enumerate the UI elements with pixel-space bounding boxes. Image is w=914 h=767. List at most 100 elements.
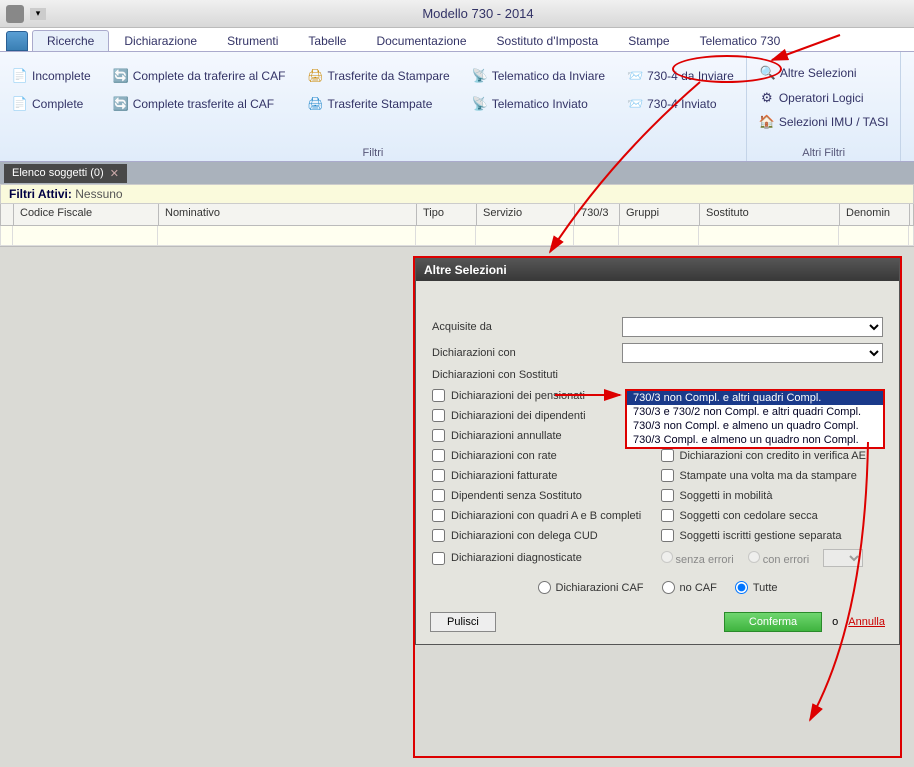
check-dichiarazioni-fatturate[interactable]: Dichiarazioni fatturate [432,469,655,482]
tab-strumenti[interactable]: Strumenti [212,30,293,51]
check-dichiarazioni-dei-dipendenti[interactable]: Dichiarazioni dei dipendenti [432,409,655,422]
qa-dropdown[interactable]: ▾ [30,8,46,20]
filter-trasferite-stampate[interactable]: 🖨Trasferite Stampate [303,94,453,114]
group-label-filtri: Filtri [8,145,738,159]
tab-strip: RicercheDichiarazioneStrumentiTabelleDoc… [0,28,914,52]
filter-icon: 🖨 [307,96,323,112]
dropdown-option[interactable]: 730/3 non Compl. e altri quadri Compl. [627,391,883,405]
check-dichiarazioni-dei-pensionati[interactable]: Dichiarazioni dei pensionati [432,389,655,402]
dropdown-option[interactable]: 730/3 non Compl. e almeno un quadro Comp… [627,419,883,433]
sostituti-dropdown-list[interactable]: 730/3 non Compl. e altri quadri Compl.73… [625,389,885,449]
close-icon[interactable]: ✕ [110,167,119,180]
col-header[interactable]: Sostituto [700,204,840,225]
col-header[interactable]: Servizio [477,204,575,225]
caf-radio-group: Dichiarazioni CAF no CAF Tutte [432,581,883,594]
col-filter[interactable] [416,226,476,245]
check-soggetti-con-cedolare-secca[interactable]: Soggetti con cedolare secca [661,509,884,522]
field-select-0[interactable] [622,317,883,337]
check-dichiarazioni-annullate[interactable]: Dichiarazioni annullate [432,429,655,442]
field-label: Dichiarazioni con Sostituti [432,369,622,381]
title-bar: ▾ Modello 730 - 2014 [0,0,914,28]
doc-tab[interactable]: Elenco soggetti (0) ✕ [4,164,127,183]
filter-incomplete[interactable]: 📄Incomplete [8,66,95,86]
doc-tab-bar: Elenco soggetti (0) ✕ [0,162,914,184]
system-tab[interactable] [6,31,28,51]
ribbon-group-filtri: 📄Incomplete 📄Complete 🔄Complete da traferi… [0,52,747,161]
col-header[interactable]: 730/3 [575,204,620,225]
altrifiltri-altre-selezioni[interactable]: 🔍Altre Selezioni [755,62,893,84]
icon: ⚙ [759,90,775,106]
tab-ricerche[interactable]: Ricerche [32,30,109,51]
tab-telematico-730[interactable]: Telematico 730 [685,30,796,51]
field-label: Acquisite da [432,321,622,333]
check-dichiarazioni-con-quadri-a-e-b-completi[interactable]: Dichiarazioni con quadri A e B completi [432,509,655,522]
check-dichiarazioni-con-delega-cud[interactable]: Dichiarazioni con delega CUD [432,529,655,542]
filter-complete[interactable]: 📄Complete [8,94,95,114]
icon: 🏠 [759,114,775,130]
icon: 🔍 [760,65,776,81]
tab-sostituto-d-imposta[interactable]: Sostituto d'Imposta [482,30,614,51]
tab-stampe[interactable]: Stampe [613,30,684,51]
check-soggetti-in-mobilit-[interactable]: Soggetti in mobilità [661,489,884,502]
filter-telematico-inviato[interactable]: 📡Telematico Inviato [468,94,609,114]
filter-icon: 📄 [12,68,28,84]
altre-selezioni-dialog: Altre Selezioni Acquisite daDichiarazion… [415,258,900,645]
filter-complete-trasferite-al-caf[interactable]: 🔄Complete trasferite al CAF [109,94,290,114]
filter-icon: 📨 [627,68,643,84]
annulla-link[interactable]: Annulla [848,616,885,628]
col-filter[interactable] [699,226,839,245]
check-stampate-una-volta-ma-da-stampare[interactable]: Stampate una volta ma da stampare [661,469,884,482]
dropdown-option[interactable]: 730/3 Compl. e almeno un quadro non Comp… [627,433,883,447]
col-filter[interactable] [476,226,574,245]
field-select-1[interactable] [622,343,883,363]
pulisci-filtri-button[interactable]: 🧹 Pulisci Filtri [909,56,914,127]
tab-dichiarazione[interactable]: Dichiarazione [109,30,212,51]
col-filter[interactable] [13,226,158,245]
col-filter[interactable] [1,226,13,245]
filter-icon: 📡 [472,68,488,84]
filter-icon: 📡 [472,96,488,112]
col-header[interactable] [1,204,14,225]
col-header[interactable]: Denomin [840,204,910,225]
check-dichiarazioni-con-rate[interactable]: Dichiarazioni con rate [432,449,655,462]
group-label-altrifiltri: Altri Filtri [755,145,893,159]
filter-complete-da-traferire-al-caf[interactable]: 🔄Complete da traferire al CAF [109,66,290,86]
filter-730-4-da-inviare[interactable]: 📨730-4 da Inviare [623,66,738,86]
ribbon-group-altrifiltri: 🔍Altre Selezioni ⚙Operatori Logici 🏠Selezi… [747,52,902,161]
col-filter[interactable] [158,226,416,245]
check-dichiarazioni-diagnosticate[interactable]: Dichiarazioni diagnosticate [432,549,655,567]
check-soggetti-iscritti-gestione-separata[interactable]: Soggetti iscritti gestione separata [661,529,884,542]
altrifiltri-operatori-logici[interactable]: ⚙Operatori Logici [755,88,893,108]
ribbon-group-pulisci: 🧹 Pulisci Filtri [901,52,914,161]
filter-icon: 🔄 [113,68,129,84]
filter-730-4-inviato[interactable]: 📨730-4 Inviato [623,94,738,114]
col-header[interactable]: Tipo [417,204,477,225]
radio-dichiarazioni-caf[interactable]: Dichiarazioni CAF [538,581,644,594]
conferma-button[interactable]: Conferma [724,612,822,632]
col-filter[interactable] [839,226,909,245]
pulisci-button[interactable]: Pulisci [430,612,496,632]
col-header[interactable]: Nominativo [159,204,417,225]
radio-no-caf[interactable]: no CAF [662,581,717,594]
filter-icon: 🔄 [113,96,129,112]
app-icon [6,5,24,23]
grid-filter-row [0,226,914,246]
col-header[interactable]: Gruppi [620,204,700,225]
col-filter[interactable] [619,226,699,245]
grid-header: Codice FiscaleNominativoTipoServizio730/… [0,204,914,226]
filter-icon: 🖨 [307,68,323,84]
check-dipendenti-senza-sostituto[interactable]: Dipendenti senza Sostituto [432,489,655,502]
filter-telematico-da-inviare[interactable]: 📡Telematico da Inviare [468,66,609,86]
filter-trasferite-da-stampare[interactable]: 🖨Trasferite da Stampare [303,66,453,86]
ribbon: 📄Incomplete 📄Complete 🔄Complete da traferi… [0,52,914,162]
col-filter[interactable] [574,226,619,245]
check-dichiarazioni-con-credito-in-verifica-ae[interactable]: Dichiarazioni con credito in verifica AE [661,449,884,462]
col-header[interactable]: Codice Fiscale [14,204,159,225]
tab-documentazione[interactable]: Documentazione [361,30,481,51]
radio-tutte[interactable]: Tutte [735,581,778,594]
tab-tabelle[interactable]: Tabelle [293,30,361,51]
dropdown-option[interactable]: 730/3 e 730/2 non Compl. e altri quadri … [627,405,883,419]
errori-select [823,549,863,567]
filter-icon: 📨 [627,96,643,112]
altrifiltri-selezioni-imu-tasi[interactable]: 🏠Selezioni IMU / TASI [755,112,893,132]
